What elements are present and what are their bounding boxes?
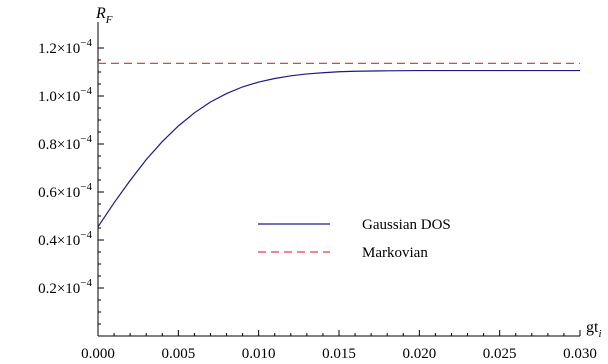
y-tick-label: 1.0×10−4 xyxy=(38,85,92,105)
x-tick-label: 0.030 xyxy=(563,346,597,362)
y-tick-label: 0.8×10−4 xyxy=(38,133,92,153)
y-tick-label: 0.2×10−4 xyxy=(38,277,92,297)
x-tick-label: 0.025 xyxy=(483,346,517,362)
x-tick-label: 0.005 xyxy=(161,346,195,362)
legend: Gaussian DOS Markovian xyxy=(258,217,451,261)
legend-label: Markovian xyxy=(362,245,428,261)
x-tick-label: 0.010 xyxy=(242,346,276,362)
x-axis-title: gti xyxy=(586,319,602,340)
series-line-gaussian-dos xyxy=(97,69,580,228)
legend-label: Gaussian DOS xyxy=(362,217,451,233)
y-tick-label: 1.2×10−4 xyxy=(38,37,92,57)
series-layer xyxy=(97,62,580,228)
y-tick-label: 0.6×10−4 xyxy=(38,181,92,201)
y-tick-label: 0.4×10−4 xyxy=(38,229,92,249)
x-tick-label: 0.000 xyxy=(81,346,115,362)
x-tick-label: 0.015 xyxy=(322,346,356,362)
x-tick-label: 0.020 xyxy=(402,346,436,362)
